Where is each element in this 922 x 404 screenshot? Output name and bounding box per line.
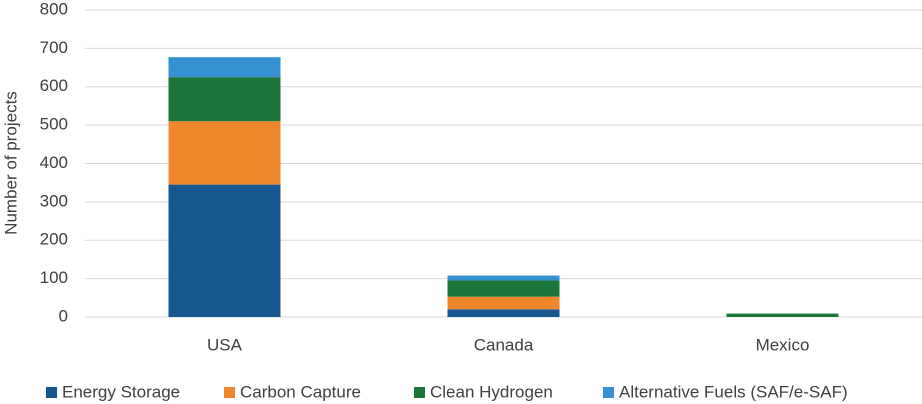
y-tick-label: 500: [40, 115, 68, 134]
x-tick-label: USA: [207, 335, 243, 354]
x-tick-label: Mexico: [756, 335, 810, 354]
legend-swatch: [224, 387, 235, 398]
legend-swatch: [46, 387, 57, 398]
y-tick-label: 700: [40, 38, 68, 57]
bar-segment: [447, 275, 560, 281]
bar-segment: [447, 280, 560, 297]
y-tick-label: 400: [40, 153, 68, 172]
bar-segment: [168, 57, 281, 78]
bar-segment: [726, 313, 839, 317]
y-tick-label: 0: [59, 306, 68, 325]
bar-segment: [168, 184, 281, 317]
x-tick-label: Canada: [474, 335, 534, 354]
legend-label: Clean Hydrogen: [430, 382, 553, 401]
y-tick-label: 600: [40, 76, 68, 95]
legend-label: Carbon Capture: [240, 382, 361, 401]
legend-label: Alternative Fuels (SAF/e-SAF): [619, 382, 848, 401]
bar-segment: [168, 77, 281, 122]
y-tick-label: 300: [40, 191, 68, 210]
bar-segment: [447, 309, 560, 317]
bar-segment: [168, 121, 281, 185]
y-tick-label: 100: [40, 268, 68, 287]
legend-label: Energy Storage: [62, 382, 180, 401]
legend-swatch: [414, 387, 425, 398]
y-axis-title: Number of projects: [1, 91, 20, 235]
bar-segment: [447, 296, 560, 310]
y-tick-label: 800: [40, 0, 68, 18]
legend-swatch: [603, 387, 614, 398]
y-tick-label: 200: [40, 230, 68, 249]
